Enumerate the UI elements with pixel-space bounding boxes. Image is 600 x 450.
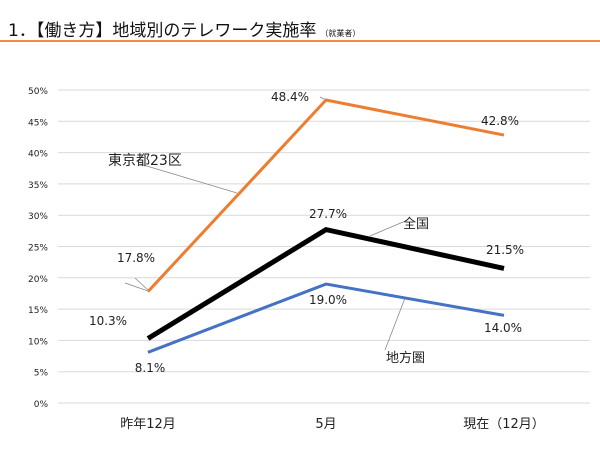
data-label: 19.0%	[309, 293, 347, 307]
series-line-2	[147, 282, 505, 354]
x-tick-label: 5月	[315, 417, 336, 432]
data-label: 8.1%	[135, 361, 166, 375]
data-label: 14.0%	[484, 321, 522, 335]
title-text: 1．【働き方】地域別のテレワーク実施率	[8, 21, 317, 41]
leader-line	[384, 297, 406, 351]
y-tick-label: 0%	[34, 400, 49, 410]
title-subtitle: （就業者）	[320, 29, 361, 38]
x-tick-label: 昨年12月	[120, 417, 176, 432]
y-tick-label: 5%	[34, 369, 49, 379]
series-name-tokyo: 東京都23区	[108, 153, 182, 169]
y-tick-label: 10%	[28, 337, 48, 347]
page-title: 1．【働き方】地域別のテレワーク実施率 （就業者）	[8, 16, 360, 41]
data-label: 48.4%	[271, 90, 309, 104]
title-underline	[0, 40, 600, 42]
leader-line	[134, 277, 149, 291]
data-label: 10.3%	[89, 314, 127, 328]
y-tick-label: 40%	[28, 150, 48, 160]
data-label: 27.7%	[309, 207, 347, 221]
series-line-1	[146, 226, 505, 341]
series-line-0	[146, 98, 505, 293]
series-name-national: 全国	[403, 216, 429, 232]
y-tick-label: 25%	[28, 244, 48, 254]
series-name-regional: 地方圏	[386, 350, 425, 366]
y-tick-label: 50%	[28, 87, 48, 97]
leader-line	[124, 282, 149, 292]
y-tick-label: 20%	[28, 275, 48, 285]
y-tick-label: 35%	[28, 181, 48, 191]
data-label: 42.8%	[481, 114, 519, 128]
x-tick-label: 現在（12月）	[463, 417, 545, 432]
leader-line	[139, 163, 238, 194]
y-tick-label: 45%	[28, 118, 48, 128]
y-tick-label: 30%	[28, 212, 48, 222]
data-label: 17.8%	[117, 251, 155, 265]
y-tick-label: 15%	[28, 306, 48, 316]
leader-line	[369, 221, 404, 237]
data-label: 21.5%	[486, 243, 524, 257]
